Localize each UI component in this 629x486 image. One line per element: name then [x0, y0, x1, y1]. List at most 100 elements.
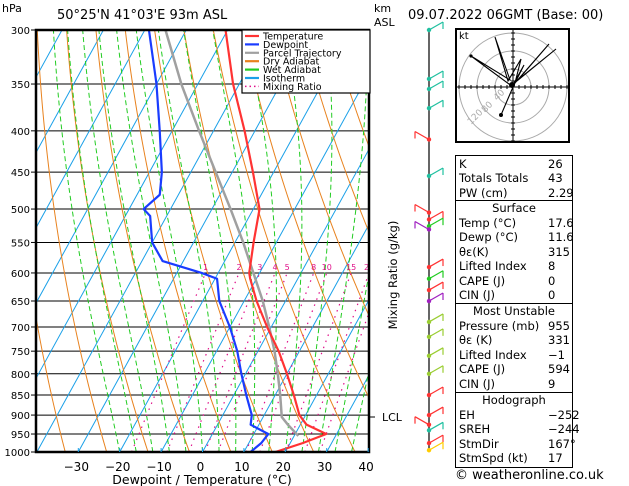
most-unstable-label: θε (K): [459, 333, 493, 348]
y-tick-label: 750: [11, 347, 30, 358]
most-unstable-value: −1: [548, 347, 565, 362]
surface-row: CAPE (J) 0: [456, 274, 572, 288]
y-tick-label: 350: [11, 80, 30, 91]
wind-barb: [428, 167, 444, 177]
isotherm-line: [160, 72, 369, 452]
hodograph-panel: Hodograph EH −252 SREH −244 StmDir 167° StmSpd…: [455, 392, 580, 468]
height-unit-km: km: [374, 2, 392, 15]
wet-adiabat-line: [67, 30, 137, 452]
most-unstable-label: CIN (J): [459, 376, 496, 391]
most-unstable-value: 955: [548, 319, 570, 333]
wet-adiabat-line: [284, 30, 303, 452]
legend-label: Dewpoint: [263, 40, 308, 51]
k-index-label: K: [459, 157, 467, 171]
legend-label: Parcel Trajectory: [263, 48, 342, 59]
mixing-ratio-label: 3: [257, 263, 262, 272]
mixing-ratio-label: 5: [285, 263, 290, 272]
wind-barb: [428, 421, 444, 431]
most-unstable-label: CAPE (J): [459, 362, 506, 377]
height-unit-asl: ASL: [374, 16, 395, 29]
y-tick-label: 1000: [5, 448, 30, 459]
wind-barb: [428, 347, 444, 357]
wet-adiabat-line: [157, 30, 220, 452]
legend-label: Mixing Ratio: [263, 82, 322, 93]
x-tick-label: 10: [234, 460, 249, 474]
dry-adiabat-line: [271, 30, 369, 317]
location-title: 50°25'N 41°03'E 93m ASL: [57, 8, 228, 23]
dry-adiabat-line: [36, 30, 108, 452]
surface-label: Temp (°C): [459, 216, 517, 230]
surface-value: 8: [548, 259, 556, 274]
wind-barb: [428, 270, 444, 280]
wind-barb: [414, 416, 430, 426]
most-unstable-row: Lifted Index −1: [456, 348, 572, 362]
hodograph-value: −244: [548, 422, 580, 437]
hodograph-label: SREH: [459, 422, 491, 437]
mixing-ratio-line: [131, 272, 207, 452]
x-tick-label: 30: [317, 460, 332, 474]
most-unstable-title: Most Unstable: [473, 304, 555, 318]
hodograph-trace: [470, 36, 557, 116]
isotherm-line: [202, 148, 369, 452]
wind-barb: [414, 204, 430, 214]
isotherm-line: [326, 374, 369, 452]
totals-totals-value: 43: [548, 171, 563, 186]
wind-barb: [428, 80, 444, 90]
mixing-ratio-label: 15: [346, 263, 356, 272]
copyright-text[interactable]: © weatheronline.co.uk: [455, 468, 604, 483]
wet-adiabat-line: [351, 368, 369, 452]
hodograph-row: SREH −244: [456, 422, 580, 437]
indices-panel: K 26 Totals Totals 43 PW (cm) 2.29: [455, 155, 574, 202]
hodograph-label: StmSpd (kt): [459, 451, 528, 466]
legend-label: Temperature: [262, 32, 323, 43]
surface-value: 17.6: [548, 216, 574, 230]
legend-label: Wet Adiabat: [263, 65, 321, 76]
x-tick-label: 0: [197, 460, 205, 474]
wind-barb: [428, 292, 444, 302]
surface-value: 11.6: [548, 230, 574, 245]
surface-label: Lifted Index: [459, 259, 527, 274]
wind-barb: [428, 281, 444, 291]
pressure-unit-label: hPa: [2, 2, 22, 15]
hodograph-start-dot: [499, 113, 503, 117]
y-tick-label: 800: [11, 370, 30, 381]
wind-barb: [428, 406, 444, 416]
wind-barb: [428, 365, 444, 375]
x-tick-label: 20: [276, 460, 291, 474]
isotherm-line: [77, 30, 311, 452]
wind-barb: [428, 99, 444, 109]
dewpoint-line: [142, 30, 270, 452]
wind-barb: [428, 441, 444, 451]
hodograph-row: StmSpd (kt) 17: [456, 451, 572, 465]
dry-adiabat-line: [36, 314, 66, 452]
mixing-ratio-line: [166, 272, 240, 452]
wind-barb: [428, 70, 444, 80]
wind-barb: [414, 220, 430, 230]
most-unstable-row: CAPE (J) 594: [456, 362, 572, 376]
mixing-ratio-label: 20: [364, 263, 374, 272]
wind-barb: [428, 328, 444, 338]
y-tick-label: 700: [11, 323, 30, 334]
surface-row: CIN (J) 0: [456, 288, 572, 302]
hodograph-center: [509, 82, 515, 88]
wet-adiabat-line: [246, 30, 277, 452]
wind-barb: [428, 386, 444, 396]
most-unstable-panel: Most Unstable Pressure (mb) 955 θε (K) 331 L…: [455, 303, 573, 393]
isotherm-line: [36, 30, 104, 154]
most-unstable-row: CIN (J) 9: [456, 377, 572, 391]
surface-row: Lifted Index 8: [456, 259, 572, 273]
surface-label: θε(K): [459, 244, 489, 259]
most-unstable-label: Pressure (mb): [459, 319, 540, 333]
surface-label: CAPE (J): [459, 273, 506, 288]
hodograph-label: EH: [459, 408, 475, 422]
wind-barb: [414, 130, 430, 141]
y-tick-label: 500: [11, 205, 30, 216]
wet-adiabat-line: [212, 30, 256, 452]
legend-label: Isotherm: [263, 74, 305, 85]
most-unstable-value: 594: [548, 362, 570, 377]
mixing-ratio-line: [188, 272, 261, 452]
hodo-ring-label: 40: [492, 88, 507, 103]
